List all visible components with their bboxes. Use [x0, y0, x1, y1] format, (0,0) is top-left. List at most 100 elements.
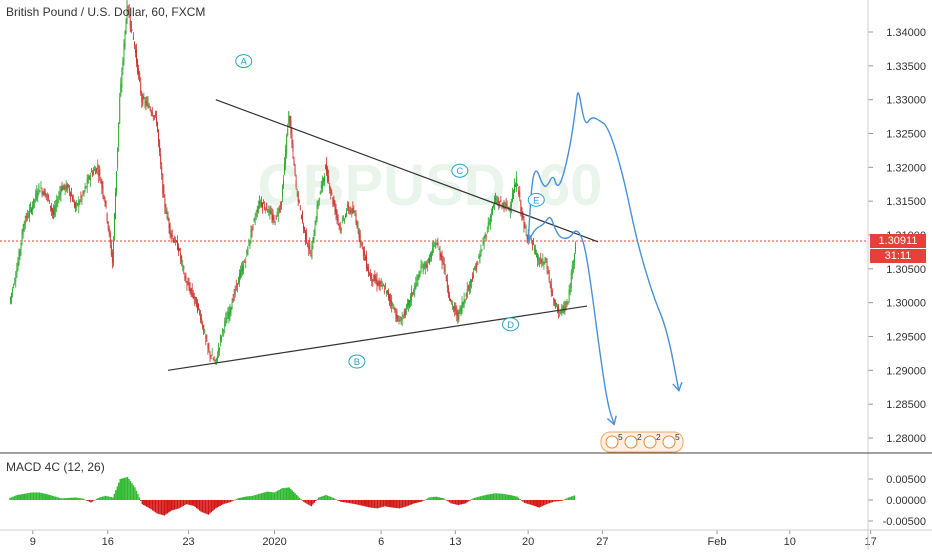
candle-body: [568, 290, 570, 301]
candle-body: [274, 221, 276, 225]
candle-body: [526, 234, 528, 239]
candle-body: [525, 231, 527, 233]
macd-bar: [97, 497, 99, 500]
macd-bar: [46, 494, 48, 500]
candle-body: [208, 348, 210, 351]
macd-bar: [9, 497, 11, 500]
macd-bar: [178, 500, 180, 509]
macd-bar: [82, 498, 85, 500]
macd-bar: [466, 500, 468, 503]
candle-body: [288, 111, 290, 124]
events-badge[interactable]: 5 2 2 5: [600, 431, 684, 453]
macd-bar: [218, 500, 220, 507]
price-axis[interactable]: 1.34000 1.33500 1.33000 1.32500 1.32000 1.315…: [868, 27, 926, 445]
candle-body: [255, 214, 257, 216]
candle-body: [153, 115, 155, 117]
macd-bar: [234, 499, 236, 501]
candle-body: [468, 284, 470, 292]
candle-body: [326, 163, 328, 174]
wave-labels: A B C D E: [235, 54, 545, 369]
candle-body: [444, 269, 446, 272]
candle-body: [492, 206, 493, 214]
macd-bar: [373, 500, 376, 509]
candle-body: [423, 262, 425, 269]
candle-body: [64, 186, 66, 191]
candle-body: [391, 300, 393, 307]
macd-bar: [416, 500, 418, 503]
macd-bar: [319, 496, 321, 500]
candle-body: [141, 92, 143, 102]
macd-bar: [184, 500, 186, 506]
macd-bar: [173, 500, 176, 510]
event-count: 2: [637, 432, 642, 442]
macd-bar: [435, 496, 437, 500]
macd-bar: [382, 500, 385, 507]
candle-body: [101, 180, 103, 188]
macd-bar: [138, 497, 141, 500]
macd-bar: [428, 497, 430, 500]
time-axis[interactable]: 9162320206132027Feb101724: [30, 530, 932, 548]
candle-body: [351, 208, 353, 214]
macd-bar: [43, 493, 45, 500]
candle-body: [450, 298, 451, 301]
macd-bar: [369, 500, 371, 508]
wave-label-text: E: [533, 195, 539, 206]
candle-body: [161, 167, 163, 175]
candle-body: [209, 351, 211, 357]
macd-bar: [564, 498, 567, 500]
candle-body: [451, 300, 452, 303]
macd-bar: [481, 495, 483, 500]
candle-body: [304, 227, 305, 231]
macd-bar: [492, 493, 495, 500]
macd-bar: [342, 500, 345, 503]
macd-bar: [522, 500, 524, 502]
candle-body: [496, 201, 498, 203]
candle-body: [52, 208, 53, 213]
macd-bar: [188, 500, 191, 505]
candle-body: [162, 174, 164, 194]
candle-body: [409, 300, 410, 303]
candle-body: [164, 198, 166, 208]
candle-body: [500, 199, 502, 202]
candle-body: [229, 305, 231, 315]
macd-bar: [203, 500, 205, 513]
candle-body: [85, 186, 87, 188]
macd-bar: [322, 495, 324, 500]
candle-body: [214, 360, 216, 361]
wave-label-text: B: [354, 357, 360, 368]
macd-bar: [216, 500, 218, 508]
macd-bar: [235, 499, 238, 500]
candle-body: [433, 244, 435, 247]
time-tick-label: 23: [182, 536, 194, 548]
candle-body: [421, 266, 423, 268]
candle-body: [328, 175, 330, 182]
candle-body: [124, 30, 126, 47]
macd-bar: [113, 493, 116, 500]
macd-bar: [310, 500, 313, 507]
candle-body: [434, 243, 436, 244]
macd-bar: [497, 493, 499, 500]
macd-axis[interactable]: 0.00500 0.00000 -0.00500: [868, 474, 926, 528]
macd-bar: [223, 500, 226, 504]
candle-body: [66, 184, 68, 191]
candle-body: [254, 218, 256, 221]
candle-body: [172, 238, 174, 242]
candle-body: [308, 246, 310, 250]
current-price-tag: 1.30911: [870, 234, 926, 248]
candle-body: [353, 211, 355, 212]
macd-bar: [245, 496, 248, 500]
candle-body: [207, 343, 209, 349]
macd-bar: [248, 496, 251, 500]
candle-body: [156, 116, 157, 123]
candle-body: [377, 283, 379, 286]
candle-body: [461, 302, 463, 312]
candle-body: [528, 237, 530, 239]
candle-body: [510, 204, 512, 207]
macd-bar: [528, 500, 530, 505]
macd-bar: [385, 500, 388, 507]
macd-bar: [520, 500, 523, 501]
macd-bar: [254, 494, 257, 500]
macd-bar: [572, 495, 574, 500]
